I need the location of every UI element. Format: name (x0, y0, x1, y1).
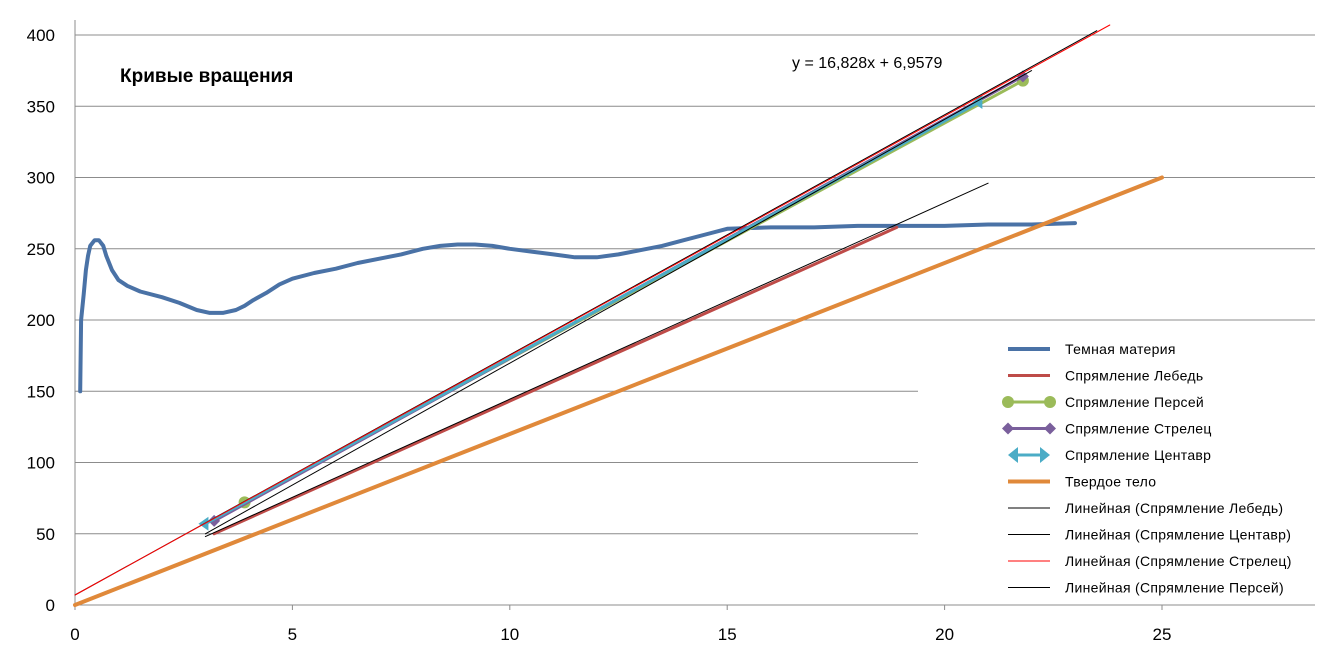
legend-item-4: Спрямление Центавр (1008, 447, 1211, 463)
legend-item-7: Линейная (Спрямление Центавр) (1008, 527, 1291, 543)
series-layer (73, 24, 1164, 607)
x-tick-label: 25 (1153, 625, 1172, 644)
legend-label: Спрямление Центавр (1065, 447, 1211, 463)
legend-marker (1002, 396, 1014, 408)
x-tick-label: 0 (70, 625, 79, 644)
grid-lines (75, 34, 1315, 535)
series-point-4-1 (972, 94, 983, 109)
series-line-0 (78, 221, 1077, 394)
legend-label: Спрямление Лебедь (1065, 368, 1203, 384)
series-line-5 (73, 175, 1164, 607)
x-tick-label: 5 (288, 625, 297, 644)
legend-item-8: Линейная (Спрямление Стрелец) (1008, 553, 1292, 569)
x-tick-label: 10 (500, 625, 519, 644)
legend-item-2: Спрямление Персей (1002, 394, 1204, 410)
chart-title: Кривые вращения (120, 66, 293, 87)
legend-marker (1044, 396, 1056, 408)
legend-item-5: Твердое тело (1008, 474, 1156, 490)
series-line-8 (74, 24, 1111, 596)
legend-label: Твердое тело (1065, 474, 1156, 490)
y-tick-label: 150 (27, 382, 55, 401)
legend-item-0: Темная материя (1008, 341, 1176, 357)
series-line-9 (204, 70, 1033, 535)
legend-arrow-right (1040, 447, 1050, 463)
legend-label: Линейная (Спрямление Стрелец) (1065, 553, 1292, 569)
legend-arrow-left (1008, 447, 1018, 463)
legend-item-3: Спрямление Стрелец (1002, 421, 1212, 437)
series-line-6 (204, 182, 989, 538)
legend-label: Спрямление Стрелец (1065, 421, 1212, 437)
legend-label: Линейная (Спрямление Персей) (1065, 580, 1284, 596)
y-tick-label: 200 (27, 311, 55, 330)
legend-label: Линейная (Спрямление Центавр) (1065, 527, 1291, 543)
y-tick-label: 100 (27, 454, 55, 473)
series-line-1 (212, 225, 899, 536)
legend-item-9: Линейная (Спрямление Персей) (1008, 580, 1284, 596)
y-tick-label: 0 (46, 596, 55, 615)
axes: 0 50 100 150 200 250 300 350 400 0 5 10 15 20 25 (27, 20, 1315, 644)
legend-marker (1044, 422, 1056, 435)
x-tick-label: 20 (935, 625, 954, 644)
y-tick-label: 50 (36, 525, 55, 544)
legend-label: Линейная (Спрямление Лебедь) (1065, 500, 1283, 516)
legend-item-1: Спрямление Лебедь (1008, 368, 1203, 384)
y-tick-label: 250 (27, 240, 55, 259)
x-tick-label: 15 (718, 625, 737, 644)
legend-marker (1002, 422, 1014, 435)
legend-label: Темная материя (1065, 341, 1176, 357)
legend-label: Спрямление Персей (1065, 394, 1204, 410)
legend-item-6: Линейная (Спрямление Лебедь) (1008, 500, 1283, 516)
y-tick-label: 300 (27, 169, 55, 188)
y-tick-label: 350 (27, 97, 55, 116)
legend: Темная материя Спрямление Лебедь Спрямлени… (1002, 341, 1292, 596)
y-tick-label: 400 (27, 26, 55, 45)
trendline-equation: y = 16,828x + 6,9579 (792, 55, 942, 72)
